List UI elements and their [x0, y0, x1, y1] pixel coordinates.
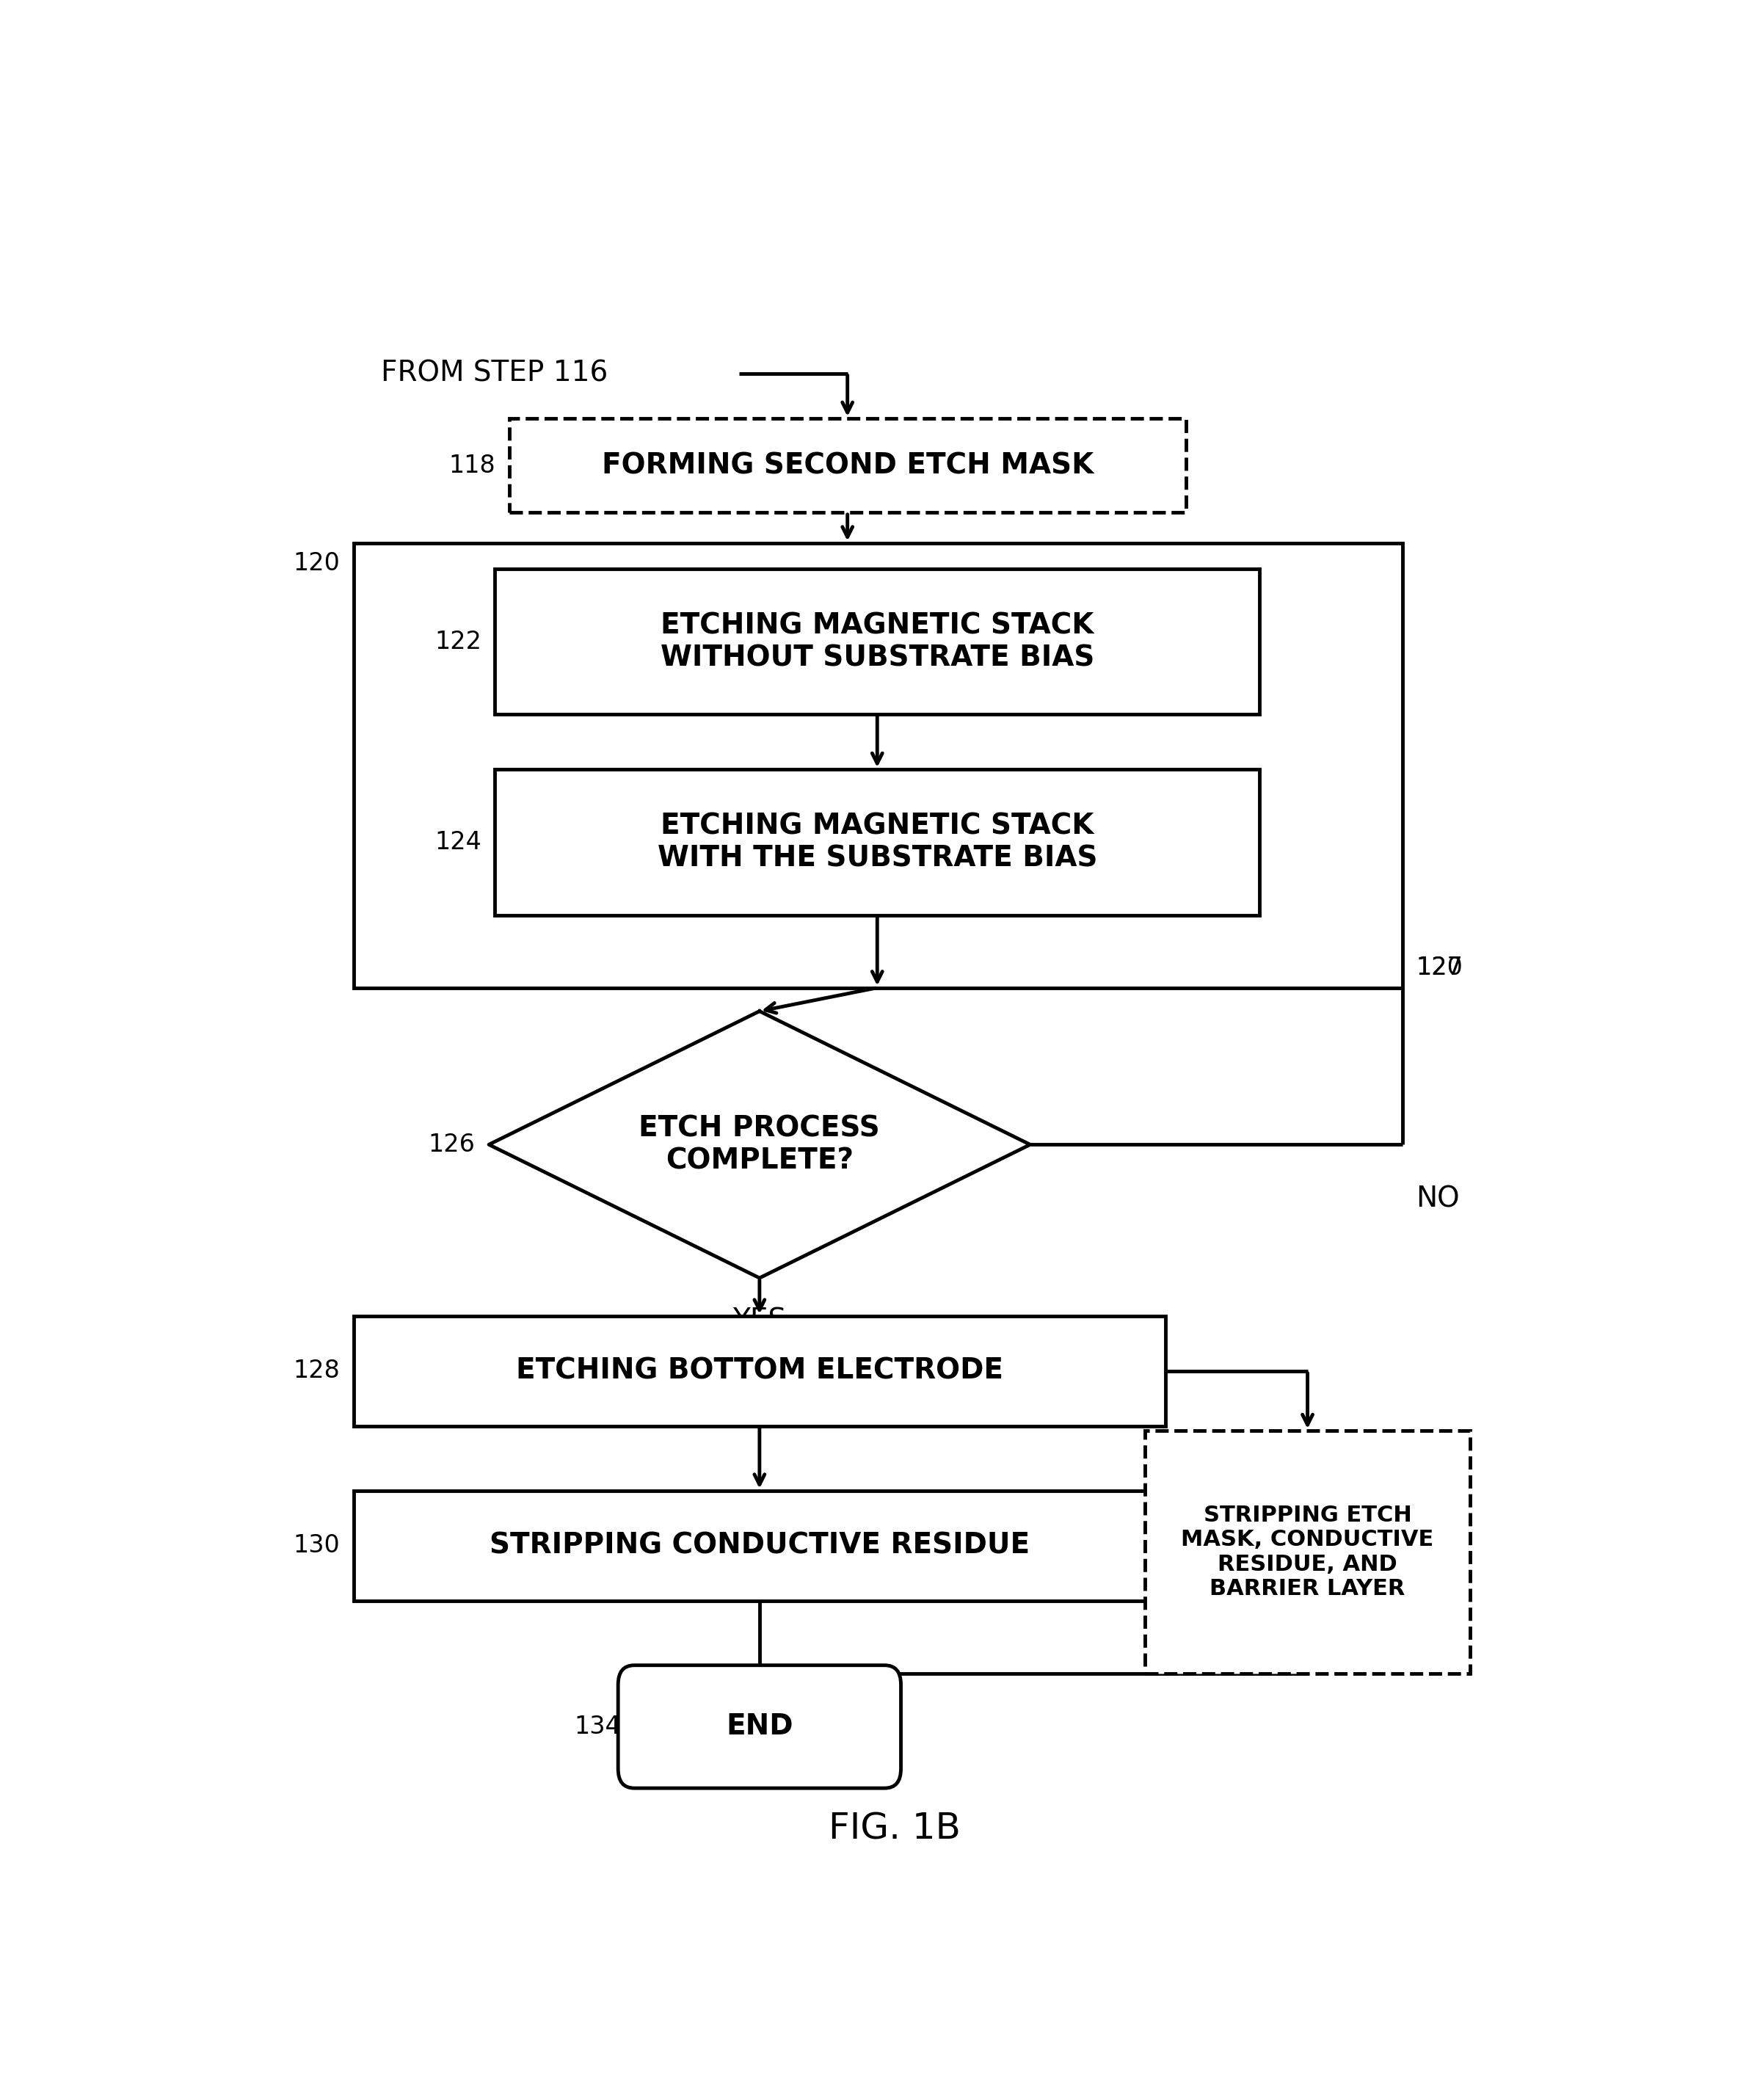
Text: 128: 128	[293, 1359, 340, 1384]
Polygon shape	[489, 1012, 1030, 1279]
Text: 122: 122	[435, 630, 482, 653]
Text: YES: YES	[733, 1306, 786, 1336]
Text: STRIPPING CONDUCTIVE RESIDUE: STRIPPING CONDUCTIVE RESIDUE	[489, 1531, 1030, 1560]
FancyBboxPatch shape	[1145, 1430, 1470, 1674]
Text: FORMING SECOND ETCH MASK: FORMING SECOND ETCH MASK	[602, 452, 1093, 479]
Text: 118: 118	[449, 454, 496, 477]
Text: FIG. 1B: FIG. 1B	[829, 1810, 960, 1846]
Text: ETCHING MAGNETIC STACK
WITH THE SUBSTRATE BIAS: ETCHING MAGNETIC STACK WITH THE SUBSTRAT…	[656, 813, 1096, 872]
FancyBboxPatch shape	[618, 1665, 901, 1789]
Text: 134: 134	[574, 1714, 622, 1739]
Text: NO: NO	[1416, 1184, 1460, 1214]
Text: STRIPPING ETCH
MASK, CONDUCTIVE
RESIDUE, AND
BARRIER LAYER: STRIPPING ETCH MASK, CONDUCTIVE RESIDUE,…	[1182, 1504, 1433, 1600]
Text: ETCHING MAGNETIC STACK
WITHOUT SUBSTRATE BIAS: ETCHING MAGNETIC STACK WITHOUT SUBSTRATE…	[660, 611, 1095, 672]
Text: ETCH PROCESS
COMPLETE?: ETCH PROCESS COMPLETE?	[639, 1115, 880, 1174]
FancyBboxPatch shape	[353, 1317, 1166, 1426]
Text: FROM STEP 116: FROM STEP 116	[381, 359, 608, 386]
FancyBboxPatch shape	[494, 569, 1259, 714]
FancyBboxPatch shape	[494, 769, 1259, 916]
Text: 120: 120	[293, 550, 340, 575]
FancyBboxPatch shape	[353, 1491, 1166, 1600]
Text: 120: 120	[1416, 956, 1463, 979]
Text: 130: 130	[293, 1533, 340, 1558]
FancyBboxPatch shape	[510, 418, 1186, 512]
Text: ETCHING BOTTOM ELECTRODE: ETCHING BOTTOM ELECTRODE	[515, 1357, 1004, 1384]
Text: 124: 124	[435, 830, 482, 855]
Text: 127: 127	[1416, 956, 1463, 979]
Text: END: END	[726, 1714, 793, 1741]
FancyBboxPatch shape	[353, 544, 1402, 987]
Text: 126: 126	[428, 1132, 475, 1157]
